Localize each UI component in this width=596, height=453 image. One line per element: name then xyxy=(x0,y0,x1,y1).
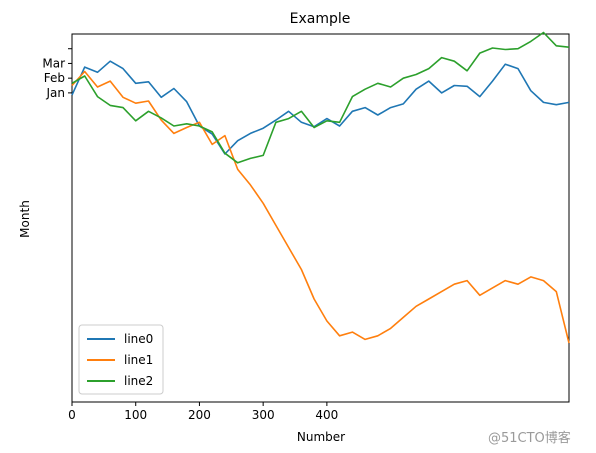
x-tick-label: 200 xyxy=(188,408,211,422)
legend-label-line0: line0 xyxy=(124,332,153,346)
series-layer xyxy=(71,31,570,344)
y-tick-label: Feb xyxy=(44,71,65,85)
x-ticks: 0 100 200 300 400 xyxy=(68,402,338,422)
y-axis-label: Month xyxy=(18,200,32,238)
series-line-line0 xyxy=(71,60,570,155)
axes-frame xyxy=(71,33,570,403)
legend-label-line1: line1 xyxy=(124,353,153,367)
series-line-line2 xyxy=(71,31,570,164)
y-tick-label: Jan xyxy=(46,86,66,100)
y-tick-label: Mar xyxy=(42,56,65,70)
x-axis-label: Number xyxy=(297,430,345,444)
watermark: @51CTO博客 xyxy=(488,431,571,446)
x-tick-label: 300 xyxy=(252,408,275,422)
chart-title: Example xyxy=(290,11,351,27)
x-tick-label: 100 xyxy=(124,408,147,422)
x-tick-label: 0 xyxy=(68,408,76,422)
series-line-line1 xyxy=(71,70,570,344)
x-tick-label: 400 xyxy=(315,408,338,422)
legend: line0 line1 line2 xyxy=(78,324,164,395)
legend-label-line2: line2 xyxy=(124,374,153,388)
legend-box xyxy=(78,324,164,395)
plot-area xyxy=(71,31,570,403)
